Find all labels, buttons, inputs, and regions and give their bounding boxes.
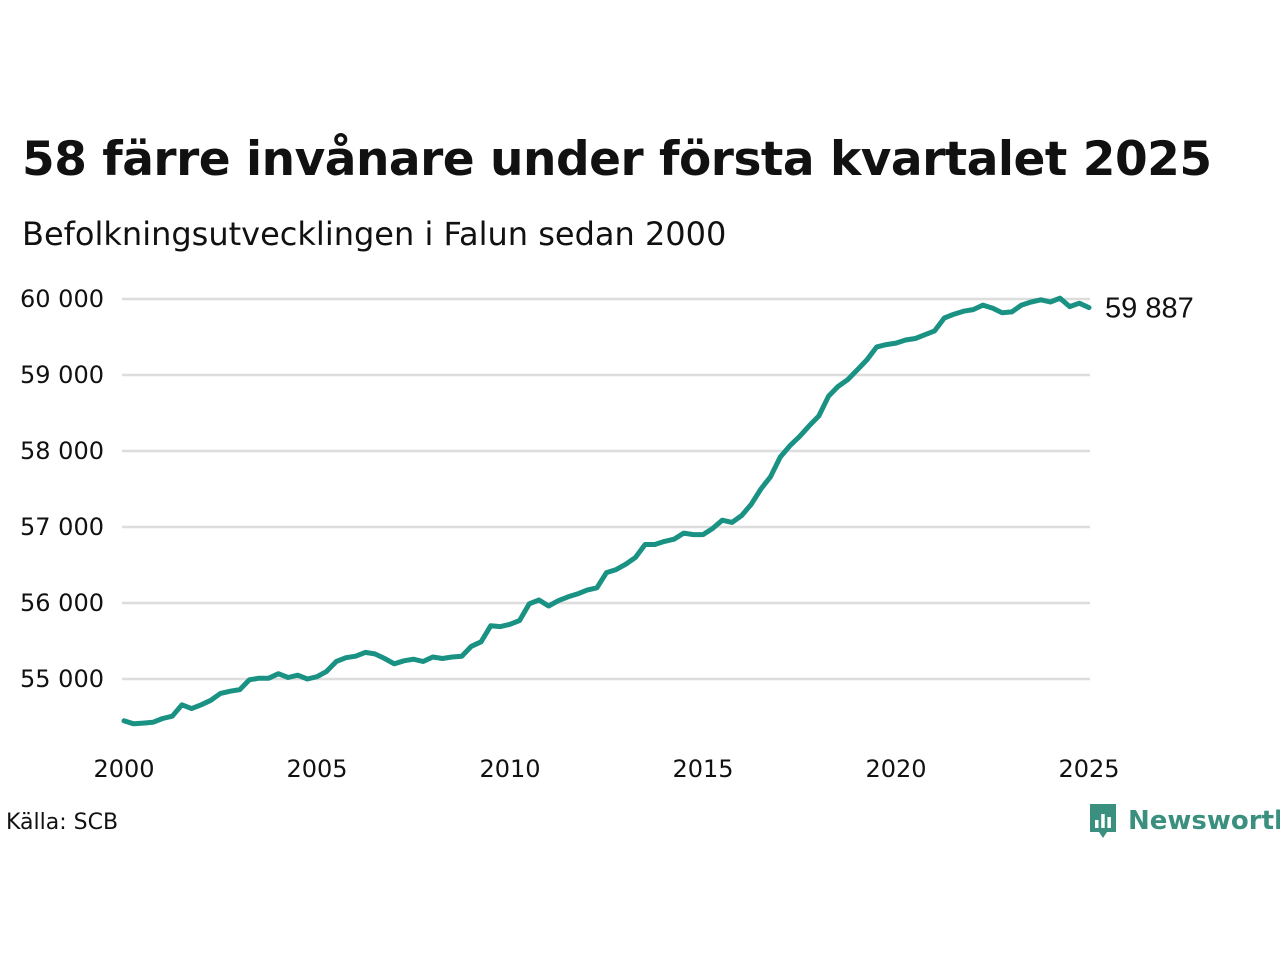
x-tick-label: 2000 <box>93 755 154 783</box>
x-tick-label: 2025 <box>1058 755 1119 783</box>
x-tick-label: 2005 <box>286 755 347 783</box>
y-tick-label: 58 000 <box>20 437 104 465</box>
y-tick-label: 55 000 <box>20 665 104 693</box>
source-note: Källa: SCB <box>6 810 119 835</box>
chart-title: 58 färre invånare under första kvartalet… <box>22 132 1212 187</box>
x-tick-label: 2020 <box>865 755 926 783</box>
y-tick-label: 59 000 <box>20 361 104 389</box>
series-line <box>121 295 1092 727</box>
end-value-label: 59 887 <box>1105 293 1194 325</box>
y-tick-label: 57 000 <box>20 513 104 541</box>
brand-logo[interactable]: Newsworthy <box>1088 802 1280 840</box>
x-tick-label: 2010 <box>479 755 540 783</box>
chart-subtitle: Befolkningsutvecklingen i Falun sedan 20… <box>22 215 727 253</box>
y-tick-label: 60 000 <box>20 285 104 313</box>
y-tick-label: 56 000 <box>20 589 104 617</box>
x-tick-label: 2015 <box>672 755 733 783</box>
brand-name: Newsworthy <box>1128 806 1280 836</box>
newsworthy-chart-bubble-icon <box>1090 804 1116 838</box>
